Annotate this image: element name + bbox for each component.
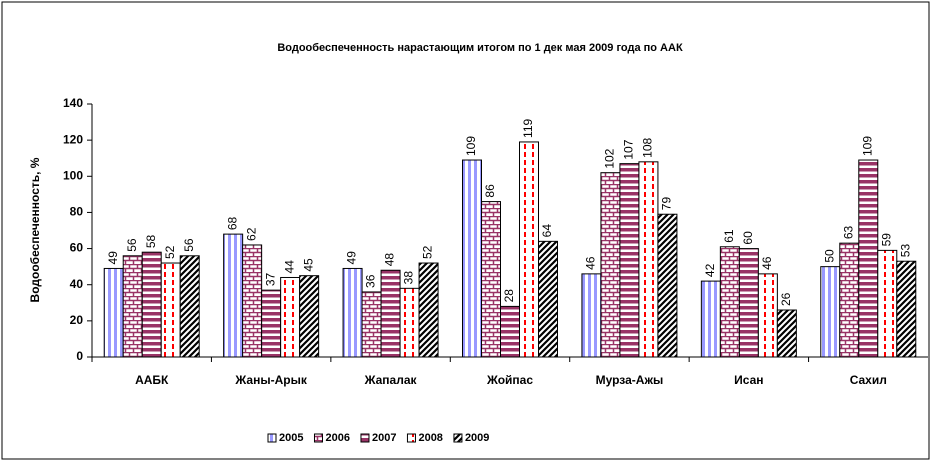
data-label: 38	[402, 271, 416, 285]
data-label: 60	[741, 231, 755, 245]
bar	[280, 276, 301, 358]
y-tick-label: 140	[63, 96, 83, 110]
x-tick-label: Жаны-Арык	[234, 373, 307, 387]
legend-label: 2009	[465, 432, 489, 444]
legend-swatch	[267, 433, 277, 443]
legend-swatch	[453, 433, 463, 443]
bar	[877, 249, 898, 358]
data-label: 108	[641, 137, 655, 157]
x-tick-label: Исан	[734, 373, 763, 387]
data-label: 44	[282, 260, 296, 274]
data-label: 61	[722, 229, 736, 243]
data-label: 56	[182, 238, 196, 252]
bar	[261, 289, 282, 358]
data-label: 48	[383, 253, 397, 267]
bar	[160, 262, 181, 358]
bar	[500, 305, 520, 358]
bar	[638, 161, 659, 358]
data-label: 109	[860, 136, 874, 156]
bar	[481, 201, 501, 358]
bar	[538, 240, 558, 358]
bar	[700, 280, 721, 358]
data-label: 26	[779, 292, 793, 306]
legend-label: 2007	[372, 432, 396, 444]
bar	[839, 242, 860, 358]
bar	[719, 246, 740, 358]
data-label: 46	[584, 256, 598, 270]
y-axis-label: Водообеспеченность, %	[28, 157, 42, 302]
y-tick-label: 0	[76, 349, 83, 363]
bar	[581, 273, 602, 358]
bar	[361, 291, 382, 358]
legend-label: 2005	[279, 432, 303, 444]
bar	[600, 172, 621, 358]
data-label: 62	[244, 227, 258, 241]
data-label: 58	[144, 235, 158, 249]
bar	[380, 269, 401, 358]
bar	[820, 266, 841, 358]
data-label: 119	[521, 118, 535, 137]
bar	[738, 248, 759, 358]
bar	[462, 159, 482, 358]
data-label: 36	[364, 274, 378, 288]
data-label: 52	[421, 245, 435, 259]
bar	[896, 260, 917, 358]
bar	[223, 233, 244, 358]
bar	[299, 275, 320, 358]
data-label: 37	[263, 272, 277, 286]
legend-swatch	[360, 433, 370, 443]
data-label: 45	[301, 258, 315, 272]
data-label: 53	[898, 244, 912, 258]
y-tick-label: 60	[70, 241, 84, 255]
data-label: 42	[703, 263, 717, 277]
data-label: 68	[225, 216, 239, 230]
data-label: 59	[879, 233, 893, 247]
y-tick-label: 20	[70, 313, 84, 327]
bar	[122, 255, 143, 358]
y-tick-label: 120	[63, 132, 83, 146]
data-label: 56	[125, 238, 139, 252]
x-tick-label: Жойпас	[486, 373, 533, 387]
y-tick-label: 40	[70, 277, 84, 291]
bar	[141, 251, 162, 358]
x-tick-label: ААБК	[135, 373, 169, 387]
legend-swatch	[313, 433, 323, 443]
data-label: 64	[540, 224, 554, 238]
x-tick-label: Жапалак	[364, 373, 418, 387]
x-tick-label: Мурза-Ажы	[596, 373, 664, 387]
data-label: 107	[622, 139, 636, 159]
bar	[619, 163, 640, 358]
data-label: 50	[822, 249, 836, 263]
bar	[858, 159, 879, 358]
data-label: 109	[464, 136, 478, 156]
bar	[242, 244, 263, 358]
data-label: 49	[106, 251, 120, 265]
data-label: 63	[841, 225, 855, 239]
data-label: 102	[603, 148, 617, 168]
bar	[103, 267, 124, 358]
bar	[418, 262, 439, 358]
data-label: 49	[345, 251, 359, 265]
legend-label: 2006	[325, 432, 349, 444]
data-label: 52	[163, 245, 177, 259]
y-tick-label: 100	[63, 168, 83, 182]
bar	[757, 273, 778, 358]
y-tick-label: 80	[70, 205, 84, 219]
legend-swatch	[406, 433, 416, 443]
data-label: 46	[760, 256, 774, 270]
bar	[519, 141, 539, 358]
bar	[776, 309, 797, 358]
x-tick-label: Сахил	[850, 373, 887, 387]
data-label: 86	[483, 184, 497, 198]
data-label: 79	[660, 197, 674, 211]
bar	[179, 255, 200, 358]
bar	[657, 213, 678, 358]
legend-label: 2008	[418, 432, 442, 444]
bar	[399, 287, 420, 358]
data-label: 28	[502, 289, 516, 303]
chart-title: Водообеспеченность нарастающим итогом по…	[277, 42, 683, 54]
bar	[342, 267, 363, 358]
